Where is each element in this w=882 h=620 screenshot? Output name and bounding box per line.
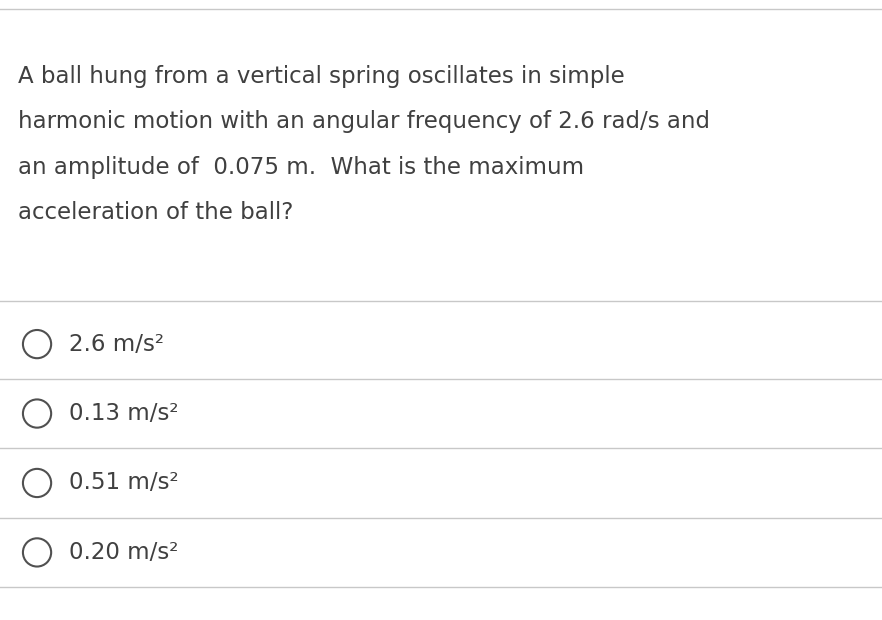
Text: an amplitude of  0.075 m.  What is the maximum: an amplitude of 0.075 m. What is the max… <box>18 156 584 179</box>
Text: harmonic motion with an angular frequency of 2.6 rad/s and: harmonic motion with an angular frequenc… <box>18 110 710 133</box>
Text: A ball hung from a vertical spring oscillates in simple: A ball hung from a vertical spring oscil… <box>18 65 624 88</box>
Text: 0.13 m/s²: 0.13 m/s² <box>69 402 178 425</box>
Text: 0.20 m/s²: 0.20 m/s² <box>69 541 178 564</box>
Text: acceleration of the ball?: acceleration of the ball? <box>18 201 293 224</box>
Text: 2.6 m/s²: 2.6 m/s² <box>69 332 164 356</box>
Text: 0.51 m/s²: 0.51 m/s² <box>69 471 178 495</box>
